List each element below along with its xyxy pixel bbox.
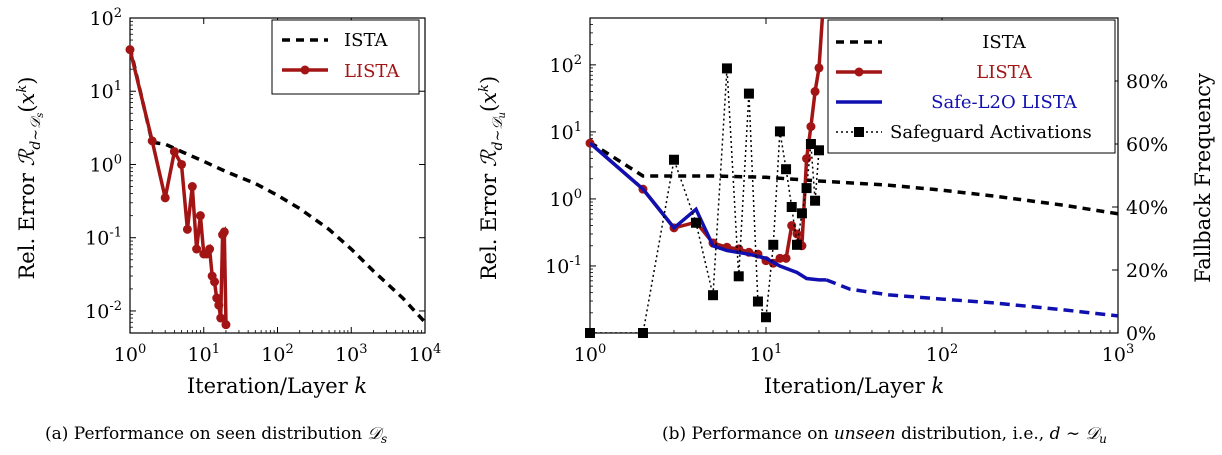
x-tick-label-b: 102	[926, 342, 958, 366]
legend-b-ista-label: ISTA	[982, 32, 1026, 53]
plot-a-ticks: 100 101 102 103 104 10-2 10-1 100 101 102	[85, 6, 441, 366]
series-b-activation-point	[813, 145, 824, 156]
legend-a: ISTA LISTA	[271, 19, 420, 95]
series-b-lista-point	[810, 87, 820, 97]
caption-b: (b) Performance on unseen distribution, …	[662, 424, 1107, 446]
panel-b: 100 101 102 10310-11001011020%20%40%60%80% …	[477, 17, 1215, 446]
series-b-activation-point	[810, 195, 821, 206]
y-tick-label-b: 100	[550, 187, 582, 211]
plot-a-series	[125, 45, 425, 330]
legend-b-safe-label: Safe-L2O LISTA	[931, 92, 1078, 113]
y-tick-label-a: 101	[90, 79, 122, 103]
legend-b-activations-label: Safeguard Activations	[890, 122, 1092, 143]
legend-b-activations-marker	[854, 127, 864, 137]
x-tick-label-b: 103	[1102, 342, 1134, 366]
y2-tick-label-b: 60%	[1126, 134, 1168, 156]
series-b-activation-point	[774, 126, 785, 137]
x-tick-label-a: 100	[114, 342, 146, 366]
y-tick-label-a: 102	[90, 6, 122, 30]
x-axis-title-a: Iteration/Layer k	[187, 374, 367, 398]
series-a-lista-point	[221, 320, 231, 330]
series-a-lista-point	[212, 293, 222, 303]
series-b-activation-point	[733, 271, 744, 282]
series-a-lista-point	[177, 159, 187, 169]
series-b-activation-point	[805, 139, 816, 149]
y2-axis-title-b: Fallback Frequency	[1191, 73, 1215, 283]
x-tick-label-a: 103	[335, 342, 367, 366]
legend-b: ISTA LISTA Safe-L2O LISTA Safeguard Acti…	[827, 19, 1116, 154]
x-tick-label-a: 102	[261, 342, 293, 366]
y-tick-label-a: 10-2	[85, 299, 122, 323]
y-tick-label-a: 10-1	[85, 226, 122, 250]
series-a-lista-point	[205, 244, 215, 254]
series-a-lista-point	[147, 136, 157, 146]
series-b-activation-point	[743, 88, 754, 99]
y-axis-title-a: Rel. Error ℛd∼𝒟s(xk)	[15, 77, 46, 280]
y2-tick-label-b: 80%	[1126, 71, 1168, 93]
panel-a: 100 101 102 103 104 10-2 10-1 100 101 102 ISTA LI…	[15, 6, 441, 446]
legend-a-lista-label: LISTA	[344, 61, 400, 82]
legend-b-lista-label: LISTA	[976, 62, 1032, 83]
y-tick-label-b: 10-1	[545, 254, 582, 278]
y-tick-label-b: 101	[550, 120, 582, 144]
series-b-activation-point	[796, 208, 807, 219]
legend-b-lista-marker	[854, 67, 864, 77]
y2-tick-label-b: 40%	[1126, 197, 1168, 219]
y2-tick-label-b: 20%	[1126, 260, 1168, 282]
y-axis-title-b: Rel. Error ℛd∼𝒟u(xk)	[477, 76, 508, 280]
series-b-activation-point	[721, 63, 732, 74]
x-axis-title-b: Iteration/Layer k	[764, 374, 944, 398]
x-tick-label-b: 100	[574, 342, 606, 366]
y2-tick-label-b: 0%	[1126, 323, 1156, 345]
series-a-lista-point	[192, 244, 202, 254]
series-a-lista-point	[214, 300, 224, 310]
series-a-lista-point	[187, 182, 197, 192]
series-b-activation-point	[791, 239, 802, 250]
series-b-safeguard-activations-line	[590, 68, 820, 333]
series-b-lista-point	[781, 253, 791, 263]
series-b-safe-l2o-lista-line-dashed	[825, 278, 1118, 318]
legend-a-box	[271, 19, 420, 95]
series-b-lista-point	[787, 221, 797, 231]
series-b-activation-point	[637, 328, 648, 338]
legend-b-box	[827, 19, 1116, 154]
series-a-lista-point	[219, 227, 229, 237]
series-b-ista-line	[590, 140, 1118, 216]
x-tick-label-a: 101	[188, 342, 220, 366]
series-b-lista-point	[792, 229, 802, 239]
series-a-lista-point	[216, 313, 226, 323]
series-b-lista-point	[806, 122, 816, 132]
series-b-activation-point	[668, 154, 679, 165]
y-tick-label-a: 100	[90, 152, 122, 176]
series-b-activation-point	[781, 164, 792, 175]
series-b-activation-point	[585, 328, 595, 338]
plot-b-frame	[589, 17, 1119, 334]
series-a-ista-line	[130, 46, 425, 324]
series-a-lista-point	[169, 147, 179, 157]
series-b-activation-point	[768, 239, 779, 250]
series-a-lista-point	[195, 211, 205, 221]
series-b-activation-point	[690, 217, 701, 228]
x-tick-label-a: 104	[409, 342, 441, 366]
plot-b-series	[585, 18, 1118, 338]
series-b-activation-point	[752, 296, 763, 307]
series-b-activation-point	[708, 290, 719, 301]
series-b-activation-point	[801, 183, 812, 194]
series-b-activation-point	[761, 312, 771, 323]
series-b-activation-point	[786, 202, 797, 212]
series-b-safe-l2o-lista-line	[590, 141, 827, 282]
series-a-lista-point	[160, 193, 170, 203]
x-tick-label-b: 101	[750, 342, 782, 366]
series-b-lista-point	[814, 63, 824, 73]
caption-a: (a) Performance on seen distribution 𝒟s	[45, 424, 387, 446]
series-a-lista-point	[182, 224, 192, 234]
legend-a-lista-marker	[300, 65, 310, 75]
y-tick-label-b: 102	[550, 53, 582, 77]
series-a-lista-point	[125, 45, 135, 55]
legend-a-ista-label: ISTA	[344, 30, 388, 51]
series-a-lista-point	[210, 277, 220, 287]
